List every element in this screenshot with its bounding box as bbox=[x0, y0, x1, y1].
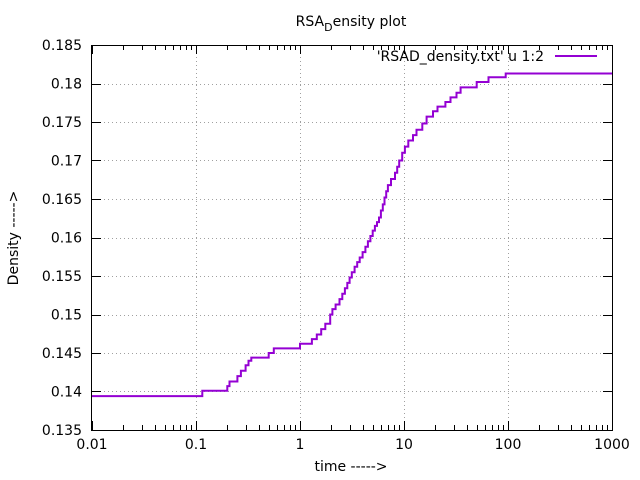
x-tick-label: 0.01 bbox=[76, 437, 107, 453]
y-tick-label: 0.17 bbox=[51, 154, 82, 170]
series-line bbox=[92, 72, 612, 398]
x-axis-label: time -----> bbox=[314, 459, 387, 475]
y-tick-label: 0.165 bbox=[42, 192, 82, 208]
x-tick-label: 1000 bbox=[594, 437, 630, 453]
x-tick-labels: 0.01 0.1 1 10 100 1000 bbox=[76, 437, 629, 453]
y-tick-label: 0.175 bbox=[42, 115, 82, 131]
x-tick-label: 10 bbox=[395, 437, 413, 453]
y-tick-label: 0.145 bbox=[42, 346, 82, 362]
legend-label: 'RSAD_density.txt' u 1:2 bbox=[377, 49, 544, 65]
series-layer bbox=[92, 72, 612, 398]
y-tick-labels: 0.135 0.14 0.145 0.15 0.155 0.16 0.165 0.17 0.17… bbox=[42, 38, 82, 439]
chart-title-main: RSA bbox=[296, 14, 325, 30]
legend: 'RSAD_density.txt' u 1:2 bbox=[377, 49, 597, 65]
y-tick-label: 0.16 bbox=[51, 231, 82, 247]
axis-ticks bbox=[92, 45, 613, 431]
grid-lines bbox=[92, 45, 612, 430]
chart-title-sub: D bbox=[324, 21, 332, 34]
x-tick-label: 100 bbox=[495, 437, 522, 453]
x-tick-label: 1 bbox=[296, 437, 305, 453]
y-tick-label: 0.18 bbox=[51, 77, 82, 93]
plot-frame bbox=[91, 45, 613, 431]
y-axis-label: Density -----> bbox=[6, 191, 22, 286]
y-tick-label: 0.14 bbox=[51, 385, 82, 401]
chart-title-tail: ensity plot bbox=[333, 14, 407, 30]
y-tick-label: 0.135 bbox=[42, 423, 82, 439]
y-tick-label: 0.155 bbox=[42, 269, 82, 285]
chart-title: RSADensity plot bbox=[296, 14, 407, 34]
x-tick-label: 0.1 bbox=[185, 437, 207, 453]
y-tick-label: 0.185 bbox=[42, 38, 82, 54]
y-tick-label: 0.15 bbox=[51, 308, 82, 324]
